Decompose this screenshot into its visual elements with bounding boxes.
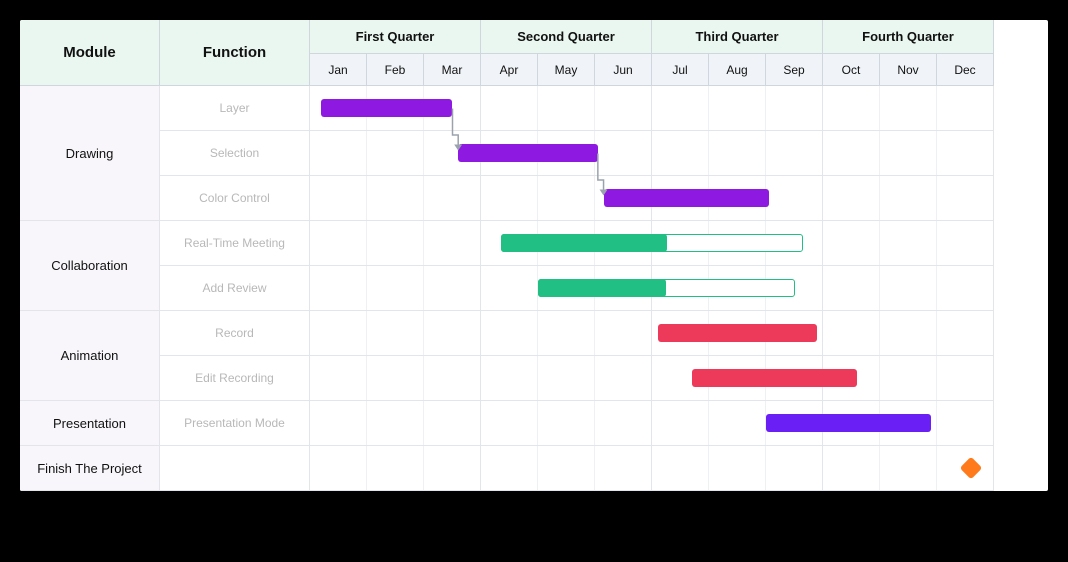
function-label: Edit Recording	[160, 356, 310, 401]
timeline-row	[310, 311, 994, 356]
timeline-row	[310, 266, 994, 311]
module-label: Drawing	[20, 86, 160, 221]
function-label: Real-Time Meeting	[160, 221, 310, 266]
header-month: Feb	[367, 54, 424, 86]
function-label: Record	[160, 311, 310, 356]
header-month: Sep	[766, 54, 823, 86]
header-month: Nov	[880, 54, 937, 86]
function-label: Color Control	[160, 176, 310, 221]
timeline-row	[310, 221, 994, 266]
module-label: Collaboration	[20, 221, 160, 311]
timeline-row	[310, 446, 994, 491]
gantt-bar[interactable]	[692, 369, 857, 387]
header-function: Function	[160, 20, 310, 86]
header-quarter: Second Quarter	[481, 20, 652, 54]
header-month: May	[538, 54, 595, 86]
timeline-row	[310, 131, 994, 176]
gantt-bar[interactable]	[321, 99, 452, 117]
header-quarter: Fourth Quarter	[823, 20, 994, 54]
gantt-bar[interactable]	[604, 189, 769, 207]
function-label	[160, 446, 310, 491]
header-quarter: First Quarter	[310, 20, 481, 54]
module-label: Animation	[20, 311, 160, 401]
timeline-row	[310, 401, 994, 446]
header-module: Module	[20, 20, 160, 86]
function-label: Layer	[160, 86, 310, 131]
gantt-bar[interactable]	[766, 414, 931, 432]
timeline-row	[310, 176, 994, 221]
gantt-bar[interactable]	[538, 279, 666, 297]
header-month: Aug	[709, 54, 766, 86]
function-label: Add Review	[160, 266, 310, 311]
gantt-bar[interactable]	[501, 234, 667, 252]
gantt-chart: ModuleFunctionFirst QuarterSecond Quarte…	[20, 20, 1048, 491]
module-label: Finish The Project	[20, 446, 160, 491]
gantt-bar[interactable]	[658, 324, 818, 342]
function-label: Selection	[160, 131, 310, 176]
header-month: Oct	[823, 54, 880, 86]
gantt-bar[interactable]	[458, 144, 598, 162]
header-quarter: Third Quarter	[652, 20, 823, 54]
module-label: Presentation	[20, 401, 160, 446]
header-month: Apr	[481, 54, 538, 86]
header-month: Mar	[424, 54, 481, 86]
header-month: Dec	[937, 54, 994, 86]
gantt-grid: ModuleFunctionFirst QuarterSecond Quarte…	[20, 20, 1048, 491]
header-month: Jul	[652, 54, 709, 86]
function-label: Presentation Mode	[160, 401, 310, 446]
timeline-row	[310, 356, 994, 401]
timeline-row	[310, 86, 994, 131]
header-month: Jan	[310, 54, 367, 86]
header-month: Jun	[595, 54, 652, 86]
